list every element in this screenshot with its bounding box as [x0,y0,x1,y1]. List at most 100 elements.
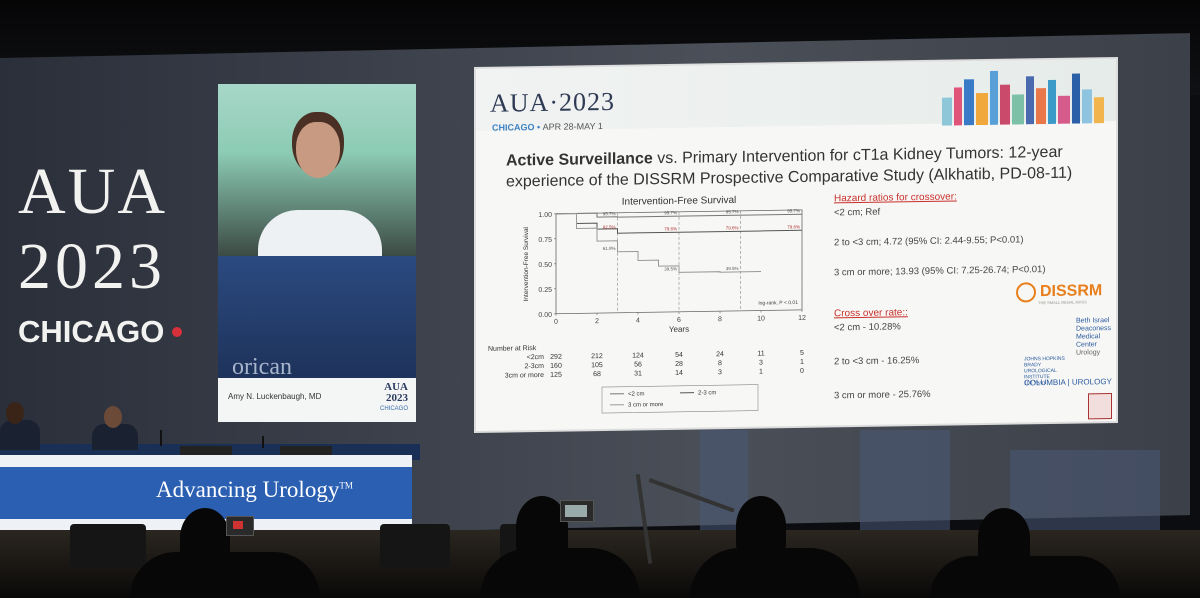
audience-head [736,496,786,556]
risk-row-label: <2cm [527,354,544,361]
risk-cell: 3 [759,360,763,367]
caption-logo-city: CHICAGO [379,406,408,412]
front-panel: Advancing UrologyTM [0,455,412,533]
microphone [262,436,264,448]
x-tick-label: 0 [554,319,558,326]
banner-tm: TM [339,480,353,491]
risk-cell: 212 [591,353,603,360]
chart-annotation: log-rank, P < 0.01 [758,300,798,307]
x-tick-label: 12 [798,315,806,322]
laptop [280,446,332,456]
risk-cell: 24 [716,351,724,358]
phone-icon [226,516,254,536]
y-tick-label: 0.75 [538,237,552,244]
presentation-slide: AUA·2023 CHICAGO • APR 28-MAY 1 Active S… [476,58,1116,432]
caption-logo-line1: AUA [384,381,408,393]
laptop [180,446,232,456]
data-label: 95.7% [726,209,739,214]
data-label: 61.8% [603,246,616,251]
phone-icon [560,500,594,522]
risk-table-title: Number at Risk [488,345,537,353]
city-skyline-graphic [942,70,1104,126]
slide-header-location: CHICAGO • APR 28-MAY 1 [492,121,603,133]
data-label: 79.6% [787,224,800,229]
data-label: 39.5% [664,266,677,271]
dissrm-icon [1016,282,1036,303]
banner-label: Advancing Urology [156,477,340,502]
risk-cell: 160 [550,363,562,370]
audience-shoulders [690,548,860,598]
data-label: 39.5% [726,266,739,271]
risk-cell: 11 [757,350,764,357]
dissrm-subtitle: THE SMALL RENAL MASS [1038,299,1087,306]
brand-city: CHICAGO [18,314,218,350]
x-tick-label: 6 [677,317,681,324]
podium [218,256,416,396]
brand-line-2: 2023 [18,230,166,303]
series-line-3 [556,212,761,273]
event-brand: AUA 2023 CHICAGO [18,155,218,350]
camera-background [218,84,416,290]
risk-cell: 54 [675,352,683,359]
speaker-caption: Amy N. Luckenbaugh, MD AUA 2023 CHICAGO [218,378,416,422]
panelist-1 [0,402,40,450]
data-label: 82.5% [603,225,616,230]
series-line-1 [556,212,802,218]
risk-cell: 14 [675,370,683,377]
slide-dates: APR 28-MAY 1 [542,121,603,132]
podium-text: orican [232,354,292,380]
phone-screen [233,521,243,529]
crossover-row: 3 cm or more - 25.76% [834,388,931,402]
slide-title: Active Surveillance vs. Primary Interven… [506,141,1106,192]
data-label: 79.6% [664,226,677,231]
penn-shield-icon [1088,393,1112,420]
skyline-deco-2 [860,430,950,530]
speaker-head [296,122,340,178]
y-tick-label: 0.25 [538,287,552,294]
y-axis-label: Intervention-Free Survival [523,226,530,301]
camera-feed: orican Amy N. Luckenbaugh, MD AUA 2023 CHI… [218,84,416,422]
banner-text: Advancing UrologyTM [156,477,353,503]
x-axis-label: Years [669,325,689,334]
slide-header-title: AUA·2023 [490,86,615,118]
columbia-logo: COLUMBIA | UROLOGY [1024,377,1112,388]
risk-row-label: 3cm or more [505,372,544,380]
slide-city: CHICAGO [492,122,535,133]
bidmc-logo: Beth Israel Deaconess Medical Center Urol… [1076,317,1116,358]
phone-screen [565,505,587,517]
risk-cell: 8 [718,360,722,367]
data-label: 95.7% [787,208,800,213]
skyline-deco-3 [1010,450,1160,530]
risk-cell: 1 [800,359,804,366]
risk-row-label: 2-3cm [525,363,545,370]
risk-cell: 56 [634,361,642,368]
brand-line-1: AUA [18,155,167,228]
x-tick-label: 4 [636,317,640,324]
y-tick-label: 0.00 [538,312,552,319]
panelist-head [6,402,24,424]
slide-title-bold: Active Surveillance [506,150,653,170]
legend-label: 2-3 cm [698,390,716,396]
risk-cell: 125 [550,372,562,379]
risk-cell: 68 [593,371,601,378]
y-tick-label: 1.00 [538,212,552,219]
stage-monitor [70,524,146,568]
data-label: 95.7% [664,210,677,215]
x-tick-label: 8 [718,316,722,323]
risk-cell: 31 [634,370,642,377]
brand-city-text: CHICAGO [18,314,165,349]
x-tick-label: 10 [757,315,765,322]
panelist-head [104,406,122,428]
legend-label: 3 cm or more [628,402,664,409]
stage-monitor [380,524,450,568]
star-icon [172,327,183,337]
audience-shoulders [480,548,640,598]
data-label: 79.6% [726,225,739,230]
audience-head [516,496,568,558]
dissrm-text: DISSRM [1040,282,1103,301]
y-tick-label: 0.50 [538,262,552,269]
x-tick-label: 2 [595,318,599,325]
data-label: 95.7% [603,211,616,216]
risk-cell: 3 [718,369,722,376]
risk-cell: 105 [591,362,603,369]
